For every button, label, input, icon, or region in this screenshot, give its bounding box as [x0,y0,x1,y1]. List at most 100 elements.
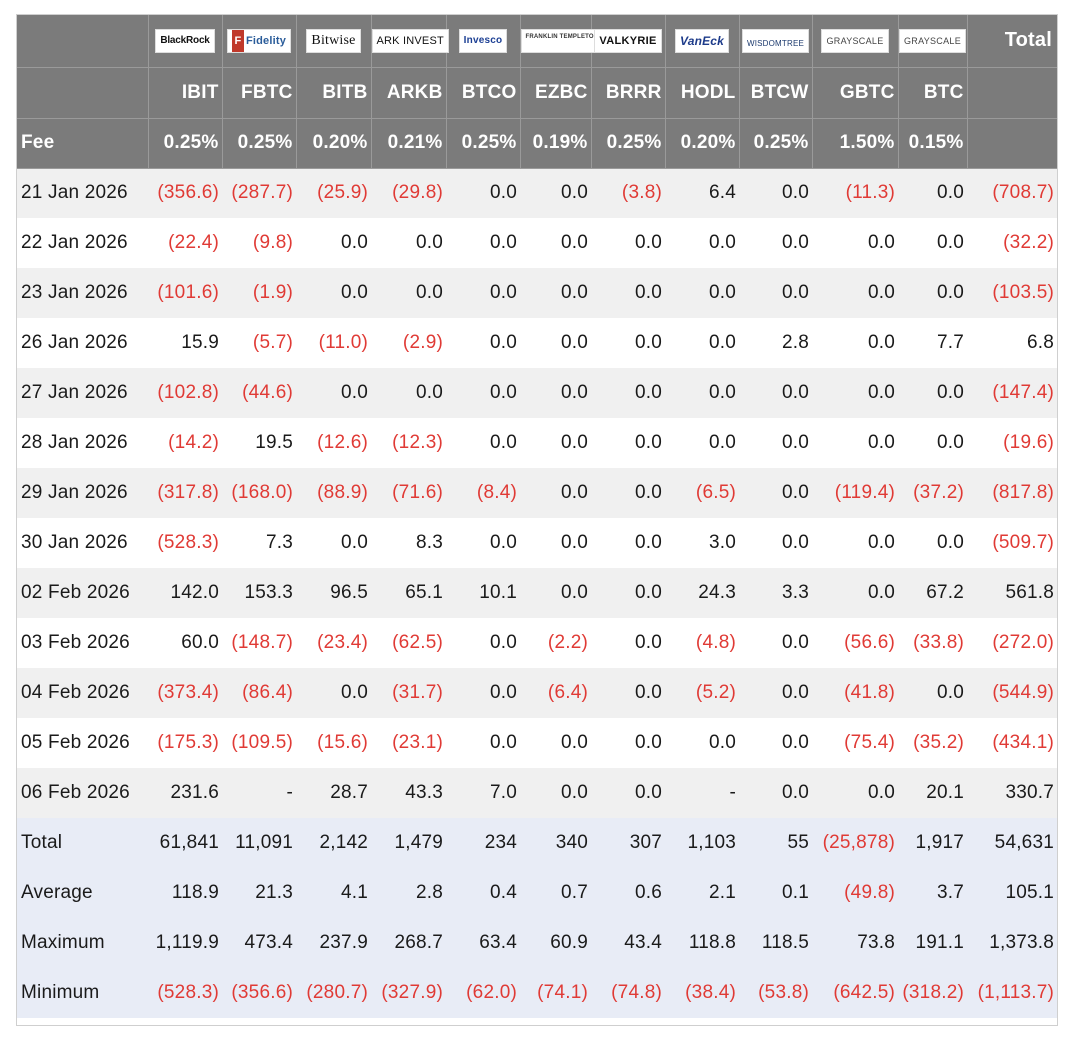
grayscale-logo: GRAYSCALE [821,28,889,53]
flow-cell: 11,091 [222,818,296,868]
ticker-row: IBIT FBTC BITB ARKB BTCO EZBC BRRR HODL … [17,67,1057,119]
ark-invest-logo: ARK INVEST [371,28,449,53]
flow-cell: 0.0 [812,268,898,318]
total-cell: (103.5) [967,268,1057,318]
flow-cell: 0.0 [739,168,812,218]
flow-cell: 7.3 [222,518,296,568]
summary-row: Minimum (528.3) (356.6) (280.7) (327.9) (62.0… [17,968,1057,1018]
flow-cell: 43.4 [591,918,665,968]
flow-cell: (148.7) [222,618,296,668]
flow-cell: 0.0 [665,368,739,418]
fidelity-f-icon: F [231,29,244,52]
table-row: 04 Feb 2026 (373.4) (86.4) 0.0 (31.7) 0.0 (6.4… [17,668,1057,718]
total-cell: (32.2) [967,218,1057,268]
flow-cell: (317.8) [148,468,222,518]
flow-cell: (109.5) [222,718,296,768]
flow-cell: 0.0 [591,468,665,518]
date-cell: 04 Feb 2026 [17,668,148,718]
flow-cell: 0.0 [446,618,520,668]
ticker-header: BITB [296,67,372,119]
flow-cell: (280.7) [296,968,371,1018]
etf-flows-table: BlackRock F Fidelity Bitwise ARK INVEST I… [17,15,1057,1018]
flow-cell: (2.9) [371,318,446,368]
date-cell: 06 Feb 2026 [17,768,148,818]
flow-cell: 307 [591,818,665,868]
blackrock-logo: BlackRock [155,28,215,53]
total-cell: (434.1) [967,718,1057,768]
flow-cell: 2,142 [296,818,371,868]
flow-cell: (318.2) [898,968,967,1018]
flow-cell: 0.0 [812,568,898,618]
flow-cell: 231.6 [148,768,222,818]
flow-cell: (38.4) [665,968,739,1018]
date-cell: 29 Jan 2026 [17,468,148,518]
flow-cell: - [665,768,739,818]
ticker-row-label [17,67,149,119]
flow-cell: 0.0 [520,768,591,818]
flow-cell: 0.0 [591,318,665,368]
total-cell: 54,631 [967,818,1057,868]
summary-label: Minimum [17,968,148,1018]
flow-cell: 6.4 [665,168,739,218]
flow-cell: 7.7 [898,318,967,368]
flow-cell: 0.0 [520,168,591,218]
total-cell: (509.7) [967,518,1057,568]
flow-cell: (356.6) [222,968,296,1018]
flow-cell: 3.7 [898,868,967,918]
flow-cell: (528.3) [148,518,222,568]
flow-cell: 63.4 [446,918,520,968]
flow-cell: (62.0) [446,968,520,1018]
flow-cell: 0.0 [520,518,591,568]
fee-value: 0.21% [371,118,447,169]
total-cell: 330.7 [967,768,1057,818]
fidelity-logo: F Fidelity [226,28,292,53]
flow-cell: 0.0 [812,368,898,418]
table-row: 03 Feb 2026 60.0 (148.7) (23.4) (62.5) 0.0 (2.… [17,618,1057,668]
date-cell: 26 Jan 2026 [17,318,148,368]
flow-cell: (327.9) [371,968,446,1018]
flow-cell: 142.0 [148,568,222,618]
flow-cell: (11.0) [296,318,371,368]
fee-value: 0.20% [665,118,740,169]
flow-cell: 0.0 [898,168,967,218]
flow-cell: 0.0 [446,268,520,318]
flow-cell: (25.9) [296,168,371,218]
flow-cell: (35.2) [898,718,967,768]
flow-cell: 0.0 [520,268,591,318]
flow-cell: 153.3 [222,568,296,618]
flow-cell: 0.7 [520,868,591,918]
summary-label: Average [17,868,148,918]
ticker-header: BRRR [591,67,666,119]
franklin-templeton-logo: FRANKLIN TEMPLETON [520,28,604,53]
flow-cell: 0.0 [446,168,520,218]
date-cell: 21 Jan 2026 [17,168,148,218]
flow-cell: 0.0 [739,418,812,468]
flow-cell: 0.0 [296,668,371,718]
flow-cell: 0.0 [898,418,967,468]
date-cell: 30 Jan 2026 [17,518,148,568]
date-cell: 05 Feb 2026 [17,718,148,768]
flow-cell: 73.8 [812,918,898,968]
flow-cell: (373.4) [148,668,222,718]
flow-cell: 0.0 [898,668,967,718]
flow-cell: (56.6) [812,618,898,668]
flow-cell: 28.7 [296,768,371,818]
flow-cell: (29.8) [371,168,446,218]
flow-cell: 0.0 [296,218,371,268]
date-cell: 27 Jan 2026 [17,368,148,418]
corner-cell [17,15,149,68]
flow-cell: (356.6) [148,168,222,218]
flow-cell: (62.5) [371,618,446,668]
flow-cell: 0.0 [812,518,898,568]
flow-cell: 0.0 [739,518,812,568]
flow-cell: (31.7) [371,668,446,718]
total-cell: 105.1 [967,868,1057,918]
flow-cell: (6.4) [520,668,591,718]
flow-cell: (12.6) [296,418,371,468]
flow-cell: 118.5 [739,918,812,968]
summary-label: Maximum [17,918,148,968]
ticker-header: GBTC [812,67,899,119]
flow-cell: 0.0 [520,318,591,368]
flow-cell: (168.0) [222,468,296,518]
flow-cell: 237.9 [296,918,371,968]
